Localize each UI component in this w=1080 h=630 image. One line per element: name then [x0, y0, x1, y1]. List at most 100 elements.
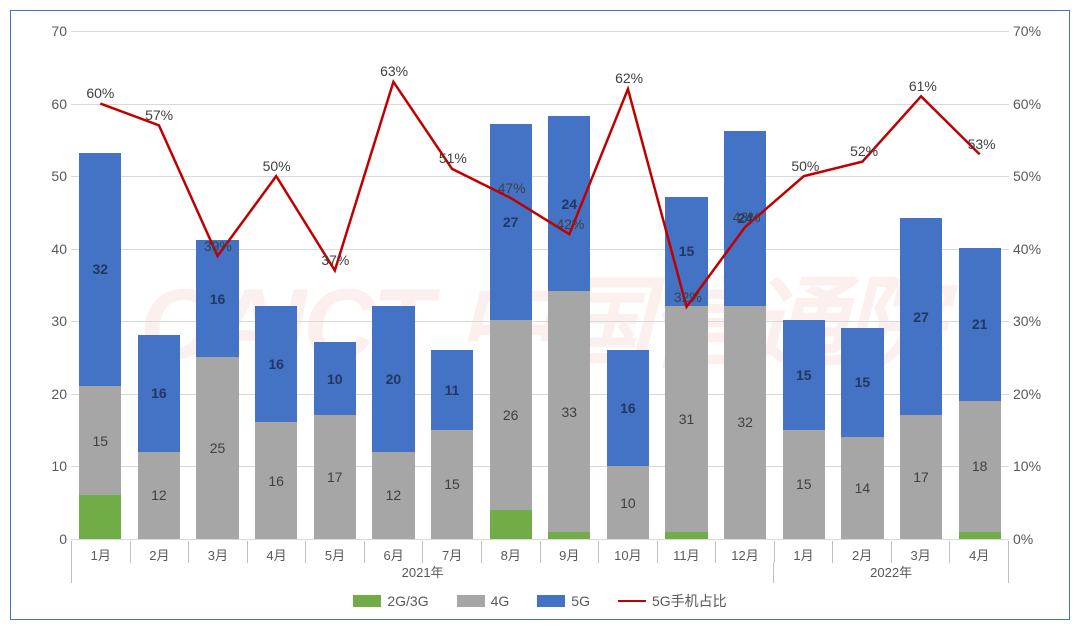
segment-5g: 16 — [607, 350, 649, 467]
segment-5g: 16 — [196, 240, 238, 357]
y-tick-right: 30% — [1013, 313, 1041, 329]
pct-label: 37% — [321, 252, 349, 268]
segment-2g3g — [665, 532, 707, 539]
segment-4g: 33 — [548, 291, 590, 531]
segment-2g3g — [79, 495, 121, 539]
segment-4g: 25 — [196, 357, 238, 539]
segment-4g: 31 — [665, 306, 707, 532]
pct-label: 57% — [145, 107, 173, 123]
legend-label: 5G手机占比 — [652, 591, 727, 611]
bar-slot: 1415 — [833, 31, 892, 539]
x-tick: 3月 — [188, 541, 247, 563]
year-row: 2021年2022年 — [71, 563, 1009, 583]
legend-label: 4G — [491, 593, 510, 609]
segment-4g: 15 — [783, 430, 825, 539]
segment-label: 15 — [679, 243, 695, 259]
pct-label: 53% — [968, 136, 996, 152]
segment-label: 27 — [913, 309, 929, 325]
pct-label: 39% — [204, 238, 232, 254]
legend-label: 5G — [571, 593, 590, 609]
x-tick: 5月 — [305, 541, 364, 563]
segment-label: 12 — [151, 487, 167, 503]
y-tick-right: 50% — [1013, 168, 1041, 184]
segment-4g: 15 — [79, 386, 121, 495]
stacked-bar: 12 20 — [372, 306, 414, 539]
pct-label: 61% — [909, 77, 937, 93]
segment-label: 10 — [620, 495, 636, 511]
stacked-bar: 1532 — [79, 153, 121, 539]
y-axis-left: 010203040506070 — [21, 31, 71, 539]
y-tick-left: 10 — [51, 458, 67, 474]
segment-label: 33 — [562, 404, 578, 420]
segment-5g: 20 — [372, 306, 414, 452]
segment-4g: 16 — [255, 422, 297, 539]
y-tick-right: 20% — [1013, 386, 1041, 402]
bar-slot: 25 16 — [188, 31, 247, 539]
legend-swatch — [618, 600, 646, 602]
segment-4g: 12 — [372, 452, 414, 539]
legend-item: 5G手机占比 — [618, 591, 727, 611]
segment-4g: 32 — [724, 306, 766, 539]
segment-5g: 32 — [79, 153, 121, 386]
segment-label: 15 — [796, 367, 812, 383]
segment-label: 25 — [210, 440, 226, 456]
segment-label: 15 — [93, 433, 109, 449]
segment-5g: 27 — [900, 218, 942, 415]
segment-label: 16 — [151, 385, 167, 401]
legend-swatch — [537, 595, 565, 607]
segment-5g: 11 — [431, 350, 473, 430]
x-tick: 12月 — [715, 541, 774, 563]
y-tick-right: 10% — [1013, 458, 1041, 474]
y-tick-left: 70 — [51, 23, 67, 39]
grid-line — [71, 539, 1009, 540]
stacked-bar: 10 16 — [607, 350, 649, 539]
y-tick-left: 40 — [51, 241, 67, 257]
segment-label: 16 — [210, 291, 226, 307]
x-tick: 1月 — [71, 541, 130, 563]
segment-4g: 18 — [959, 401, 1001, 532]
pct-label: 47% — [498, 179, 526, 195]
bar-slot: 12 20 — [364, 31, 423, 539]
legend-item: 5G — [537, 591, 590, 611]
segment-label: 32 — [93, 261, 109, 277]
segment-label: 31 — [679, 411, 695, 427]
legend-item: 2G/3G — [353, 591, 428, 611]
segment-4g: 15 — [431, 430, 473, 539]
stacked-bar: 3224 — [724, 131, 766, 539]
stacked-bar: 1821 — [959, 248, 1001, 539]
segment-4g: 17 — [900, 415, 942, 539]
bar-slot: 1821 — [950, 31, 1009, 539]
pct-label: 63% — [380, 63, 408, 79]
pct-label: 60% — [86, 85, 114, 101]
x-tick: 7月 — [422, 541, 481, 563]
segment-5g: 27 — [490, 124, 532, 321]
bar-slot: 1515 — [775, 31, 834, 539]
segment-label: 11 — [445, 382, 460, 398]
segment-5g: 10 — [314, 342, 356, 415]
chart-frame: CAICT 中国信通院 010203040506070 0%10%20%30%4… — [10, 10, 1070, 620]
x-axis: 1月2月3月4月5月6月7月8月9月10月11月12月1月2月3月4月 — [71, 541, 1009, 563]
stacked-bar: 1616 — [255, 306, 297, 539]
segment-5g: 16 — [138, 335, 180, 452]
stacked-bar: 1710 — [314, 342, 356, 539]
bar-slot: 10 16 — [599, 31, 658, 539]
x-tick: 2月 — [832, 541, 891, 563]
y-tick-left: 30 — [51, 313, 67, 329]
segment-label: 10 — [327, 371, 343, 387]
stacked-bar: 1727 — [900, 218, 942, 539]
pct-label: 42% — [556, 216, 584, 232]
segment-label: 17 — [913, 469, 929, 485]
x-tick: 2月 — [130, 541, 189, 563]
pct-label: 50% — [791, 158, 819, 174]
legend: 2G/3G 4G 5G 5G手机占比 — [11, 591, 1069, 611]
pct-label: 43% — [733, 209, 761, 225]
segment-label: 12 — [386, 487, 402, 503]
segment-label: 26 — [503, 407, 519, 423]
x-tick: 4月 — [949, 541, 1009, 563]
y-tick-left: 20 — [51, 386, 67, 402]
year-group: 2021年 — [71, 563, 773, 583]
stacked-bar: 1415 — [841, 328, 883, 539]
stacked-bar: 25 16 — [196, 240, 238, 539]
segment-4g: 12 — [138, 452, 180, 539]
stacked-bar: 12 16 — [138, 335, 180, 539]
